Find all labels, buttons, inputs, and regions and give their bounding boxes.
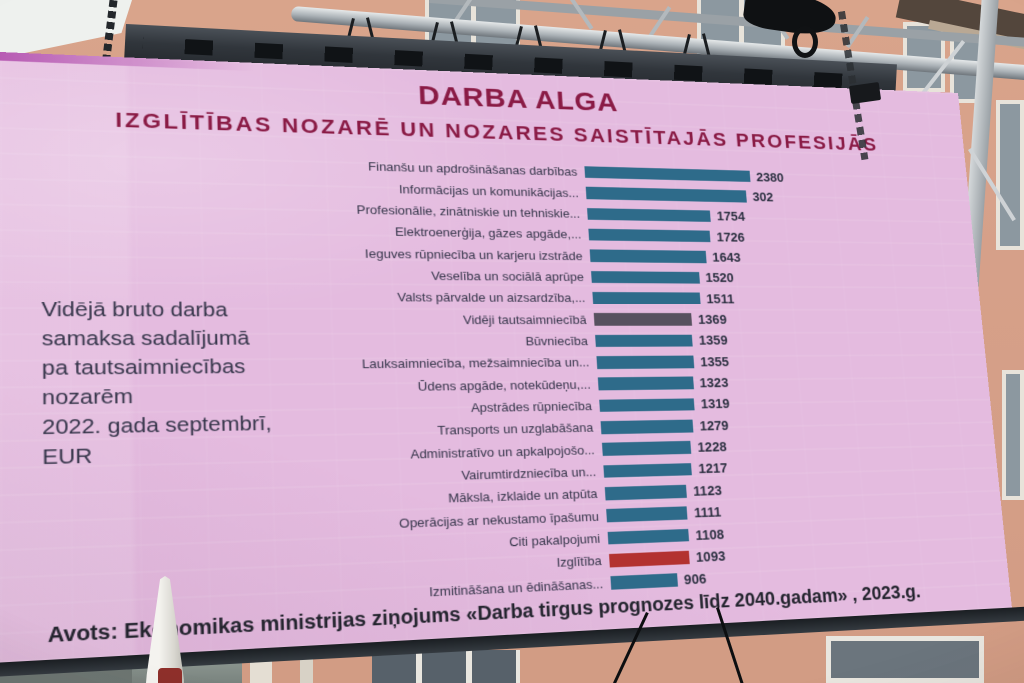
- value-label: 1319: [700, 397, 730, 412]
- bar: [610, 574, 677, 590]
- bar: [609, 551, 690, 567]
- category-label: Veselība un sociālā aprūpe: [0, 265, 592, 284]
- value-label: 1359: [698, 333, 728, 348]
- value-label: 1355: [700, 354, 730, 369]
- value-label: 1511: [706, 291, 735, 305]
- value-label: 1279: [699, 418, 729, 433]
- value-label: 1111: [694, 504, 722, 520]
- building-window-lower: [826, 636, 984, 683]
- photo-scene: DARBA ALGA IZGLĪTĪBAS NOZARĒ UN NOZARES …: [0, 0, 1024, 683]
- value-label: 1369: [698, 312, 728, 326]
- value-label: 302: [752, 190, 774, 204]
- bar: [588, 229, 710, 243]
- bar: [595, 334, 693, 347]
- bar: [587, 208, 711, 222]
- bar: [584, 166, 750, 182]
- building-window: [996, 100, 1024, 250]
- cone-red-tip: [158, 668, 182, 683]
- bar: [608, 529, 690, 545]
- bar: [592, 292, 700, 305]
- category-label: Ieguves rūpniecība un karjeru izstrāde: [0, 242, 591, 263]
- bar: [605, 485, 687, 500]
- bar-chart: Finanšu un apdrošināšanas darbības 2380 …: [0, 146, 1009, 624]
- category-label: Lauksaimniecība, mežsaimniecība un...: [0, 355, 597, 374]
- hook-icon: [792, 26, 818, 58]
- bar: [599, 398, 695, 412]
- value-label: 1520: [705, 271, 734, 285]
- value-label: 1643: [712, 250, 741, 264]
- value-label: 1754: [716, 209, 745, 223]
- category-label: Valsts pārvalde un aizsardzība,...: [0, 288, 593, 305]
- bar: [596, 356, 694, 369]
- value-label: 906: [684, 571, 707, 587]
- value-label: 1323: [699, 375, 729, 390]
- value-label: 1093: [695, 548, 725, 564]
- value-label: 1123: [693, 483, 723, 499]
- bar: [591, 271, 700, 284]
- value-label: 1228: [697, 439, 727, 454]
- value-label: 1217: [698, 461, 728, 477]
- bar: [594, 313, 692, 325]
- bar: [598, 377, 694, 390]
- bar: [586, 187, 747, 202]
- value-label: 1108: [695, 526, 725, 542]
- value-label: 1726: [716, 230, 745, 244]
- chart-row: Vidēji tautsaimniecībā 1369: [0, 307, 983, 331]
- bar: [603, 463, 692, 478]
- bar: [590, 250, 707, 263]
- bar: [602, 441, 692, 456]
- value-label: 2380: [756, 170, 785, 184]
- building-window: [1002, 370, 1024, 500]
- bar: [601, 420, 694, 434]
- bar: [606, 507, 688, 523]
- category-label: Vidēji tautsaimniecībā: [0, 312, 595, 327]
- category-label: Būvniecība: [0, 334, 596, 351]
